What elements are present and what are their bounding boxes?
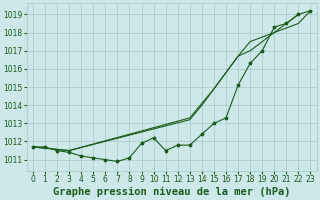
- X-axis label: Graphe pression niveau de la mer (hPa): Graphe pression niveau de la mer (hPa): [53, 186, 291, 197]
